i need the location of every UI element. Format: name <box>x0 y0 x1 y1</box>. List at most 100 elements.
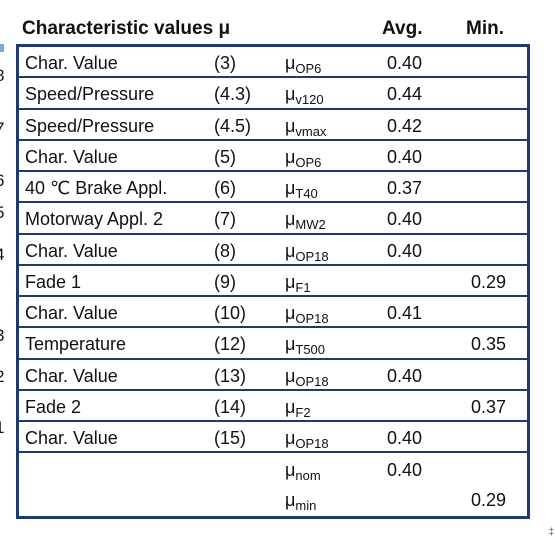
row-symbol: μOP18 <box>285 304 329 325</box>
row-avg-value: 0.40 <box>387 146 423 167</box>
row-number: (5) <box>214 146 236 167</box>
row-avg-value: 0.40 <box>387 365 423 386</box>
header-min: Min. <box>466 18 504 39</box>
row-symbol-subscript: OP18 <box>295 373 329 389</box>
row-symbol-subscript: OP6 <box>295 61 322 76</box>
row-symbol: μMW2 <box>285 210 326 231</box>
table-header: Characteristic values μ Avg. Min. <box>0 0 555 44</box>
table-row: Speed/Pressure (4.5) μvmax 0.42 <box>19 110 527 141</box>
row-symbol: μT40 <box>285 179 318 200</box>
row-number: (13) <box>214 365 247 386</box>
row-number: (4.5) <box>214 115 252 136</box>
summary-row: μnom 0.40 μmin 0.29 <box>19 453 527 516</box>
table-row: Char. Value (3) μOP6 0.40 <box>19 47 527 79</box>
mu-glyph: μ <box>285 303 296 323</box>
row-name: Char. Value <box>25 365 118 386</box>
row-number: (10) <box>214 303 247 323</box>
row-symbol: μF2 <box>285 398 311 419</box>
row-name: Char. Value <box>25 240 118 261</box>
row-name: Speed/Pressure <box>25 84 155 105</box>
row-symbol: μOP18 <box>285 367 329 388</box>
row-avg-value: 0.37 <box>387 178 423 198</box>
characteristic-values-table: Char. Value (3) μOP6 0.40 Speed/Pressure (4.3… <box>16 44 530 519</box>
left-edge-mark: 1 <box>0 419 4 436</box>
table-row: Char. Value (5) μOP6 0.40 <box>19 141 527 172</box>
mu-glyph: μ <box>285 115 296 136</box>
row-symbol: μF1 <box>285 273 311 294</box>
row-symbol: μOP18 <box>285 242 329 263</box>
row-name: Fade 1 <box>25 271 82 292</box>
row-avg-value: 0.40 <box>387 428 423 448</box>
nominal-symbol: μnom <box>285 461 321 482</box>
table-row: Speed/Pressure (4.3) μv120 0.44 <box>19 78 527 110</box>
row-symbol-subscript: OP18 <box>295 436 329 451</box>
mu-glyph: μ <box>285 271 296 292</box>
row-symbol-subscript: OP18 <box>295 311 329 326</box>
table-row: Motorway Appl. 2 (7) μMW2 0.40 <box>19 203 527 235</box>
row-symbol: μOP6 <box>285 148 321 169</box>
minimum-min-value: 0.29 <box>471 490 507 511</box>
row-name: Char. Value <box>25 146 118 167</box>
row-name: Char. Value <box>25 428 118 448</box>
row-avg-value: 0.40 <box>387 209 423 230</box>
row-name: Char. Value <box>25 53 118 73</box>
table-row: Char. Value (10) μOP18 0.41 <box>19 297 527 329</box>
header-avg: Avg. <box>382 18 423 39</box>
row-symbol-subscript: T40 <box>295 186 318 201</box>
row-avg-value: 0.41 <box>387 303 423 323</box>
row-symbol: μT500 <box>285 335 325 356</box>
row-min-value: 0.29 <box>471 271 507 292</box>
row-avg-value: 0.44 <box>387 84 423 105</box>
minimum-subscript: min <box>295 498 317 514</box>
row-number: (8) <box>214 240 236 261</box>
table-row: Char. Value (8) μOP18 0.40 <box>19 235 527 266</box>
row-number: (3) <box>214 53 236 73</box>
row-symbol-subscript: F1 <box>295 279 311 295</box>
row-symbol-subscript: F2 <box>295 404 311 420</box>
row-avg-value: 0.42 <box>387 115 423 136</box>
mu-glyph: μ <box>285 178 296 198</box>
mu-glyph: μ <box>285 490 296 511</box>
nominal-subscript: nom <box>295 468 321 484</box>
nominal-avg-value: 0.40 <box>387 460 423 481</box>
header-title: Characteristic values μ <box>22 18 231 39</box>
row-symbol: μv120 <box>285 85 324 106</box>
row-name: Fade 2 <box>25 396 82 417</box>
row-name: Motorway Appl. 2 <box>25 209 164 230</box>
row-min-value: 0.35 <box>471 334 507 355</box>
row-symbol: μOP6 <box>285 54 321 75</box>
row-number: (7) <box>214 209 236 230</box>
mu-glyph: μ <box>285 334 296 355</box>
row-symbol-subscript: T500 <box>295 342 326 358</box>
row-number: (15) <box>214 428 247 448</box>
row-symbol-subscript: v120 <box>295 92 324 108</box>
table-row: Fade 2 (14) μF2 0.37 <box>19 391 527 422</box>
mu-glyph: μ <box>285 428 296 448</box>
row-name: Speed/Pressure <box>25 115 155 136</box>
corner-glyph: ‡ <box>548 527 554 538</box>
left-edge-mark: 8 <box>0 67 4 84</box>
left-edge-mark: 7 <box>0 120 4 137</box>
row-name: Temperature <box>25 334 127 355</box>
row-symbol: μvmax <box>285 117 326 138</box>
left-edge-marks: 8 7 6 5 4 3 2 1 <box>0 44 12 524</box>
left-edge-mark: 6 <box>0 172 4 189</box>
left-edge-tick <box>0 44 4 52</box>
row-symbol-subscript: OP6 <box>295 154 322 170</box>
mu-glyph: μ <box>285 365 296 386</box>
mu-glyph: μ <box>285 460 296 481</box>
mu-glyph: μ <box>285 240 296 261</box>
row-number: (6) <box>214 178 236 198</box>
left-edge-mark: 3 <box>0 327 4 344</box>
row-symbol-subscript: vmax <box>295 123 327 139</box>
mu-glyph: μ <box>285 396 296 417</box>
table-row: Char. Value (13) μOP18 0.40 <box>19 360 527 391</box>
row-number: (12) <box>214 334 247 355</box>
row-avg-value: 0.40 <box>387 53 423 73</box>
mu-glyph: μ <box>285 84 296 105</box>
left-edge-mark: 2 <box>0 368 4 385</box>
row-min-value: 0.37 <box>471 396 507 417</box>
row-number: (9) <box>214 271 236 292</box>
row-symbol: μOP18 <box>285 429 329 450</box>
left-edge-mark: 4 <box>0 246 4 263</box>
